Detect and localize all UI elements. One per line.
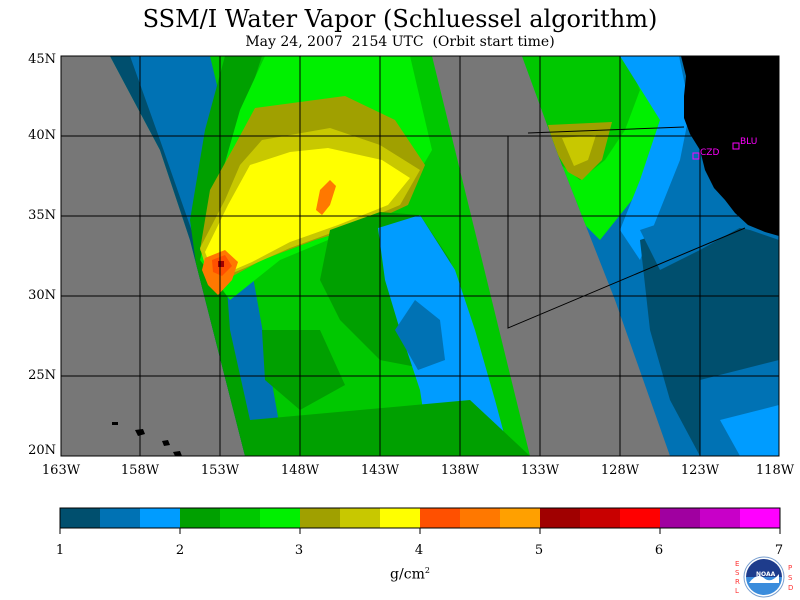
colorbar-swatch xyxy=(300,508,341,528)
map-title: SSM/I Water Vapor (Schluessel algorithm) xyxy=(142,5,658,33)
station-label-blu: BLU xyxy=(740,137,758,147)
noaa-emblem-icon xyxy=(743,556,785,598)
lat-label-45n: 45N xyxy=(28,52,56,67)
colorbar-tick-5: 5 xyxy=(534,543,544,558)
logo-letter-s: S xyxy=(735,569,740,577)
colorbar-tick-7: 7 xyxy=(774,543,784,558)
lat-label-40n: 40N xyxy=(28,128,56,143)
logo-letter-r: R xyxy=(735,578,740,586)
lat-label-30n: 30N xyxy=(28,288,56,303)
colorbar-swatch xyxy=(60,508,101,528)
logo-letter-l: L xyxy=(735,587,739,595)
lon-label-143w: 143W xyxy=(360,463,400,478)
colorbar-swatch xyxy=(700,508,741,528)
colorbar-tick-3: 3 xyxy=(294,543,304,558)
logo-letter-s2: S xyxy=(788,574,793,582)
lat-label-35n: 35N xyxy=(28,208,56,223)
logo-letter-p: P xyxy=(788,564,793,572)
colorbar-swatch xyxy=(220,508,261,528)
station-marker-blu xyxy=(732,142,740,150)
colorbar-tick-6: 6 xyxy=(654,543,664,558)
colorbar-swatch xyxy=(140,508,181,528)
colorbar-swatch xyxy=(260,508,301,528)
lat-label-25n: 25N xyxy=(28,368,56,383)
lon-label-128w: 128W xyxy=(600,463,640,478)
map-frame xyxy=(60,55,780,457)
colorbar-unit-exponent: 2 xyxy=(424,566,430,575)
lat-label-20n: 20N xyxy=(28,443,56,458)
map-subtitle: May 24, 2007 2154 UTC (Orbit start time) xyxy=(245,34,555,50)
colorbar-swatch xyxy=(420,508,461,528)
lon-label-163w: 163W xyxy=(41,463,81,478)
colorbar xyxy=(59,507,781,534)
lon-label-123w: 123W xyxy=(680,463,720,478)
colorbar-swatch xyxy=(500,508,541,528)
lon-label-148w: 148W xyxy=(280,463,320,478)
lon-label-138w: 138W xyxy=(440,463,480,478)
colorbar-swatch xyxy=(180,508,221,528)
colorbar-swatch xyxy=(340,508,381,528)
lon-label-158w: 158W xyxy=(120,463,160,478)
lon-label-118w: 118W xyxy=(755,463,795,478)
colorbar-tick-1: 1 xyxy=(55,543,65,558)
colorbar-tick-2: 2 xyxy=(175,543,185,558)
logo-letter-e: E xyxy=(735,560,740,568)
colorbar-swatch xyxy=(460,508,501,528)
colorbar-unit-label: g/cm2 xyxy=(380,566,440,583)
colorbar-swatch xyxy=(100,508,141,528)
lon-label-153w: 153W xyxy=(200,463,240,478)
colorbar-swatch xyxy=(380,508,421,528)
station-marker-czd xyxy=(692,152,700,160)
colorbar-swatch xyxy=(660,508,701,528)
colorbar-swatch xyxy=(580,508,621,528)
colorbar-unit: g/cm xyxy=(390,566,425,583)
colorbar-swatch xyxy=(740,508,781,528)
colorbar-tick-4: 4 xyxy=(414,543,424,558)
colorbar-swatch xyxy=(540,508,581,528)
logo-text: NOAA xyxy=(756,571,776,578)
station-label-czd: CZD xyxy=(700,148,720,158)
logo-letter-d: D xyxy=(788,584,794,592)
colorbar-swatch xyxy=(620,508,661,528)
noaa-esrl-psd-logo: NOAA E S R L P S D xyxy=(734,556,794,598)
lon-label-133w: 133W xyxy=(520,463,560,478)
land-north-america xyxy=(681,56,779,236)
